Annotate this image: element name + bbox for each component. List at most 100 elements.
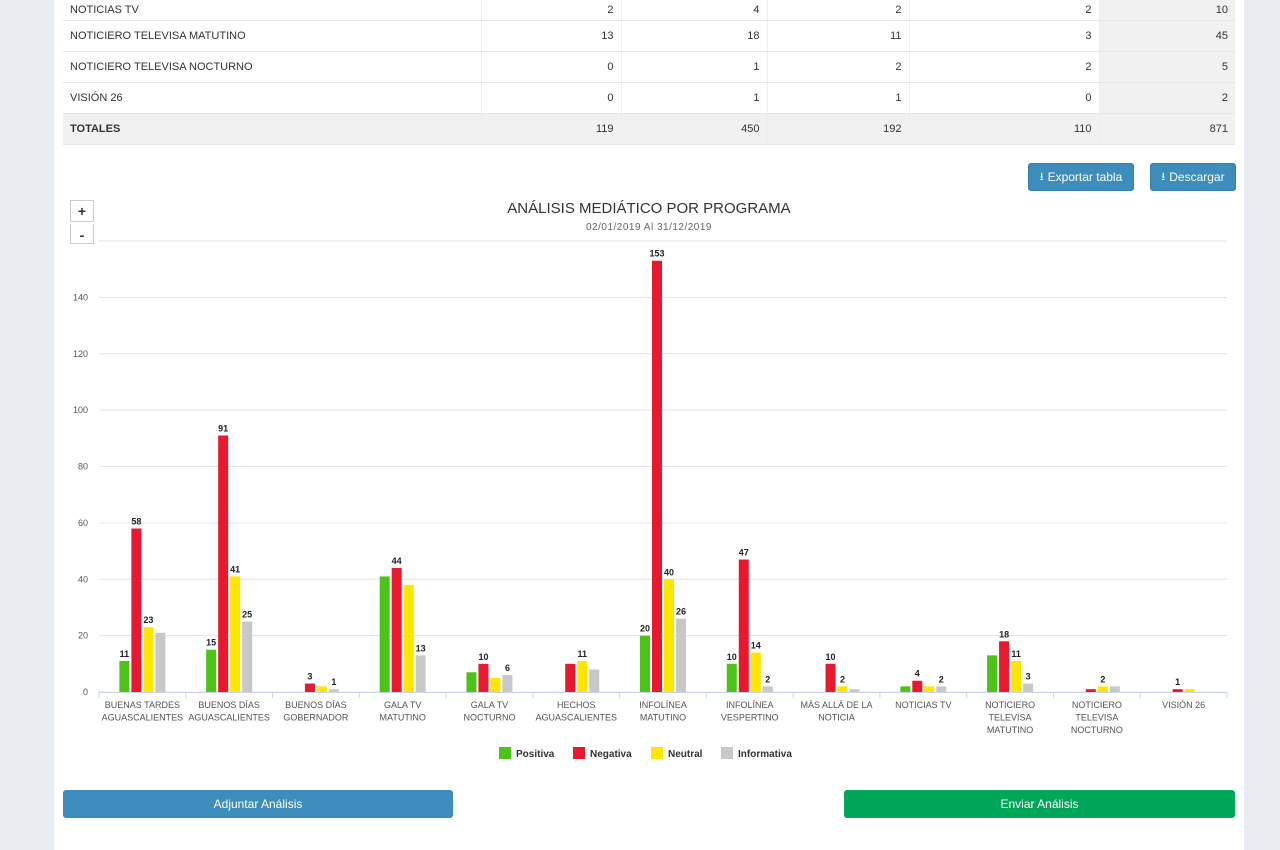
legend-label-positiva: Positiva — [516, 749, 555, 760]
data-label: 4 — [915, 669, 920, 679]
bar-neutral — [664, 579, 674, 692]
bar-neutral — [837, 686, 848, 692]
cell-total: 2 — [1098, 82, 1235, 114]
bar-negativa — [218, 435, 229, 692]
cell-informativa: 0 — [908, 82, 1099, 114]
data-label: 13 — [416, 643, 426, 653]
zoom-in-button[interactable]: + — [70, 200, 94, 222]
table-row: VISIÓN 26 0 1 1 0 2 — [63, 82, 1235, 114]
bar-negativa — [825, 663, 836, 692]
bar-negativa — [912, 680, 923, 692]
bar-negativa — [652, 260, 662, 692]
bar-positiva — [206, 649, 217, 692]
data-label: 58 — [131, 517, 141, 527]
bar-negativa — [999, 641, 1010, 692]
table-row: NOTICIERO TELEVISA MATUTINO 13 18 11 3 4… — [63, 20, 1235, 52]
data-label: 91 — [218, 423, 228, 433]
data-label: 25 — [242, 610, 252, 620]
export-table-button[interactable]: ⭳ Exportar tabla — [1028, 163, 1134, 191]
y-tick-label: 140 — [73, 292, 88, 302]
data-label: 10 — [826, 652, 836, 662]
bar-negativa — [1172, 689, 1183, 692]
cell-positiva: 2 — [480, 0, 621, 21]
table-row: NOTICIAS TV 2 4 2 2 10 — [63, 0, 1235, 21]
bar-informativa — [1109, 686, 1120, 692]
x-category-label: INFOLÍNEA — [639, 700, 687, 710]
bar-positiva — [640, 635, 650, 692]
x-category-label: NOCTURNO — [463, 713, 515, 723]
bar-neutral — [230, 576, 241, 692]
grand-total: 871 — [1098, 113, 1235, 145]
y-tick-label: 40 — [78, 574, 88, 584]
download-icon: ⭳ — [1039, 170, 1044, 183]
total-positiva: 119 — [480, 113, 621, 145]
data-label: 18 — [999, 629, 1009, 639]
stats-table: NOTICIAS TV 2 4 2 2 10 NOTICIERO TELEVIS… — [63, 0, 1235, 145]
x-category-label: BUENOS DÍAS — [198, 700, 260, 710]
bar-negativa — [478, 663, 489, 692]
x-category-label: TELEVISA — [989, 713, 1032, 723]
bar-informativa — [328, 689, 339, 692]
x-category-label: NOTICIERO — [985, 700, 1035, 710]
row-label: NOTICIERO TELEVISA MATUTINO — [63, 20, 481, 52]
data-label: 20 — [640, 624, 650, 634]
cell-positiva: 0 — [480, 82, 621, 114]
x-category-label: NOCTURNO — [1071, 725, 1123, 735]
cell-total: 5 — [1098, 51, 1235, 83]
chart-title: ANÁLISIS MEDIÁTICO POR PROGRAMA — [507, 200, 790, 217]
x-category-label: GALA TV — [384, 700, 421, 710]
attach-analysis-button[interactable]: Adjuntar Análisis — [63, 790, 453, 818]
bar-informativa — [155, 632, 166, 692]
bar-chart: ANÁLISIS MEDIÁTICO POR PROGRAMA 02/01/201… — [73, 200, 1228, 760]
bar-informativa — [589, 669, 600, 692]
bar-neutral — [577, 660, 588, 692]
x-category-label: TELEVISA — [1075, 713, 1118, 723]
zoom-out-button[interactable]: - — [70, 224, 94, 244]
data-label: 15 — [206, 638, 216, 648]
data-label: 1 — [331, 677, 336, 687]
x-category-label: GOBERNADOR — [283, 713, 349, 723]
legend-label-informativa: Informativa — [738, 749, 792, 760]
x-category-label: MATUTINO — [380, 713, 426, 723]
data-label: 2 — [1100, 674, 1105, 684]
bar-negativa — [304, 683, 315, 692]
cell-total: 10 — [1098, 0, 1235, 21]
bar-negativa — [738, 559, 749, 692]
y-tick-label: 100 — [73, 405, 88, 415]
legend-label-negativa: Negativa — [590, 749, 632, 760]
row-label: VISIÓN 26 — [63, 82, 481, 114]
legend-swatch-neutral — [651, 747, 663, 759]
x-category-label: BUENOS DÍAS — [285, 700, 347, 710]
download-icon: ⭳ — [1161, 170, 1166, 183]
x-category-label: VESPERTINO — [721, 713, 779, 723]
y-tick-label: 20 — [78, 631, 88, 641]
x-category-label: VISIÓN 26 — [1162, 700, 1205, 710]
data-label: 11 — [1011, 649, 1021, 659]
cell-negativa: 18 — [620, 20, 767, 52]
y-tick-label: 60 — [78, 518, 88, 528]
download-button[interactable]: ⭳ Descargar — [1150, 163, 1236, 191]
x-category-label: AGUASCALIENTES — [188, 713, 270, 723]
bar-positiva — [466, 672, 477, 692]
bar-positiva — [119, 660, 130, 692]
x-category-label: MÁS ALLÁ DE LA — [801, 700, 873, 710]
bar-neutral — [924, 686, 935, 692]
cell-negativa: 1 — [620, 82, 767, 114]
x-category-label: NOTICIAS TV — [895, 700, 951, 710]
legend-label-neutral: Neutral — [668, 749, 703, 760]
send-analysis-button[interactable]: Enviar Análisis — [844, 790, 1235, 818]
data-label: 2 — [840, 674, 845, 684]
chart-subtitle: 02/01/2019 Al 31/12/2019 — [586, 222, 712, 233]
bar-neutral — [1184, 689, 1195, 692]
bar-informativa — [849, 689, 860, 692]
data-label: 6 — [505, 663, 510, 673]
data-label: 2 — [939, 674, 944, 684]
bar-positiva — [726, 663, 737, 692]
data-label: 26 — [676, 607, 686, 617]
data-label: 153 — [649, 249, 664, 259]
bar-neutral — [1097, 686, 1108, 692]
x-category-label: BUENAS TARDES — [105, 700, 180, 710]
bar-negativa — [131, 528, 142, 692]
cell-neutral: 11 — [766, 20, 909, 52]
cell-negativa: 4 — [620, 0, 767, 21]
